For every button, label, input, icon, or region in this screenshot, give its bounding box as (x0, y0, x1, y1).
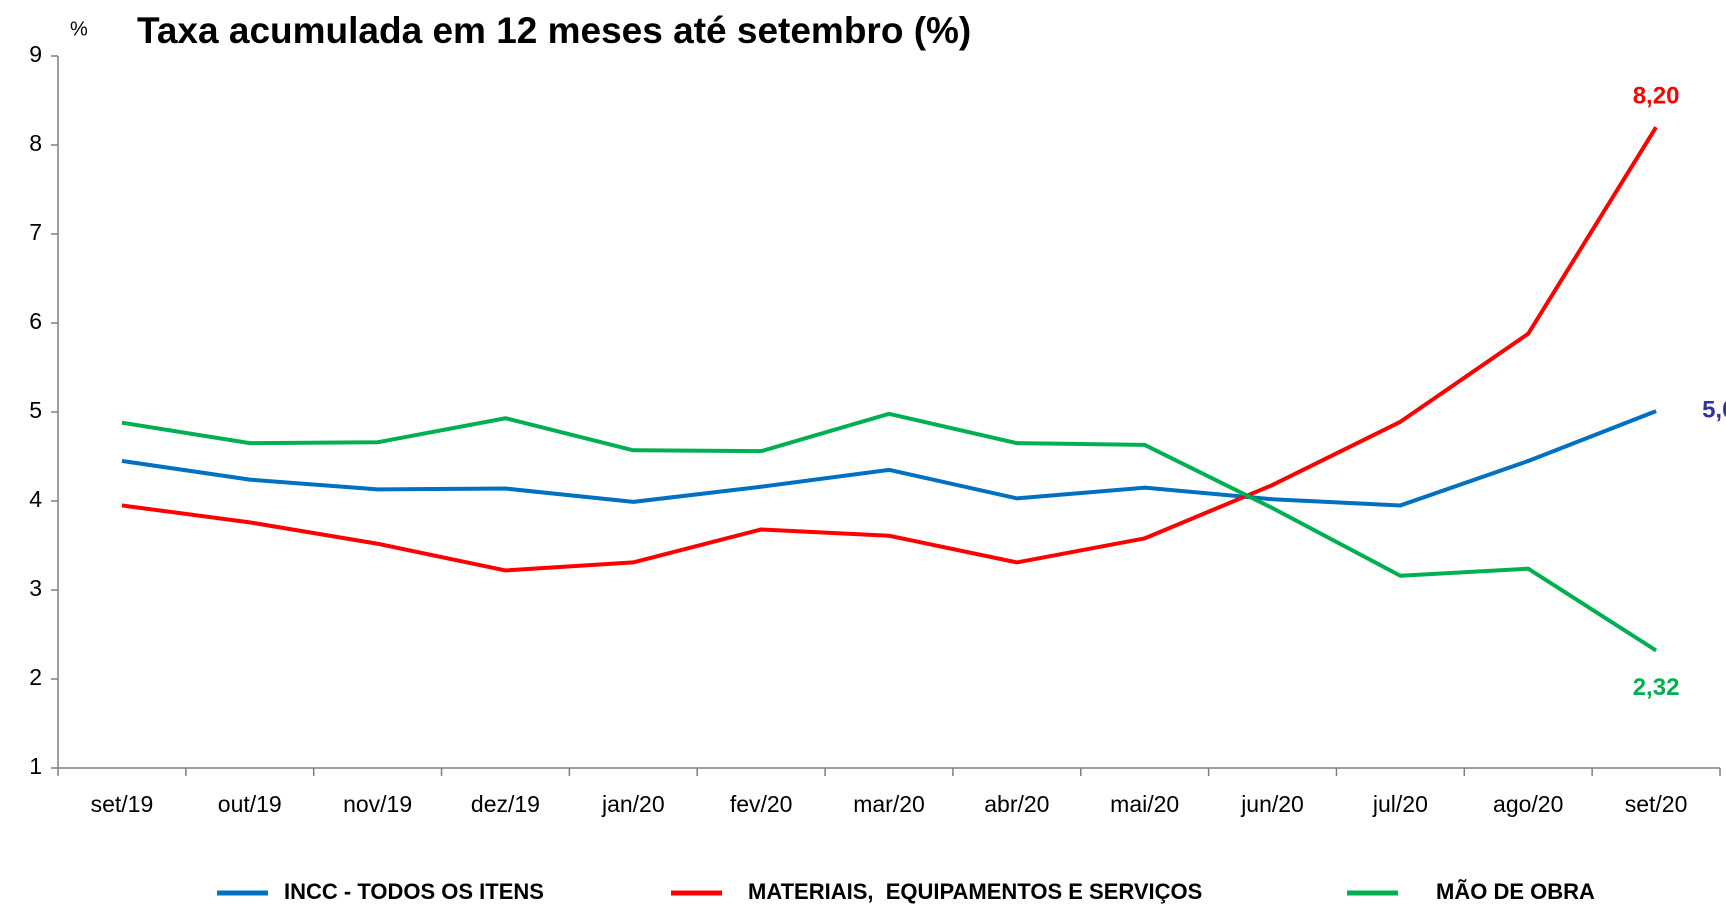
x-tick-label: mar/20 (853, 791, 925, 817)
y-tick-label: 6 (29, 308, 42, 334)
x-tick-label: nov/19 (343, 791, 412, 817)
series-line (121, 409, 1657, 508)
y-tick-label: 5 (29, 397, 42, 423)
y-tick-label: 4 (29, 486, 42, 512)
y-tick-label: 8 (29, 130, 42, 156)
x-tick-label: ago/20 (1493, 791, 1563, 817)
x-tick-label: out/19 (218, 791, 282, 817)
x-tick-label: fev/20 (730, 791, 793, 817)
legend-label: INCC - TODOS OS ITENS (284, 879, 544, 904)
data-label: 5,01 (1702, 396, 1726, 423)
x-tick-label: jul/20 (1372, 791, 1428, 817)
y-axis-label: % (70, 18, 88, 40)
data-label: 8,20 (1633, 83, 1680, 110)
x-tick-label: set/20 (1625, 791, 1688, 817)
y-tick-label: 3 (29, 575, 42, 601)
x-tick-label: dez/19 (471, 791, 540, 817)
x-tick-label: abr/20 (984, 791, 1049, 817)
y-tick-label: 7 (29, 219, 42, 245)
chart-title: Taxa acumulada em 12 meses até setembro … (137, 10, 971, 51)
x-tick-label: mai/20 (1110, 791, 1179, 817)
series-line (121, 126, 1658, 573)
y-tick-label: 1 (29, 753, 42, 779)
data-label: 2,32 (1633, 674, 1680, 701)
x-tick-label: jan/20 (601, 791, 665, 817)
y-tick-label: 2 (29, 664, 42, 690)
x-tick-label: jun/20 (1240, 791, 1304, 817)
series-line (121, 411, 1658, 653)
legend-label: MATERIAIS, EQUIPAMENTOS E SERVIÇOS (748, 879, 1202, 904)
legend-label: MÃO DE OBRA (1436, 879, 1595, 904)
y-tick-label: 9 (29, 41, 42, 67)
x-tick-label: set/19 (91, 791, 154, 817)
